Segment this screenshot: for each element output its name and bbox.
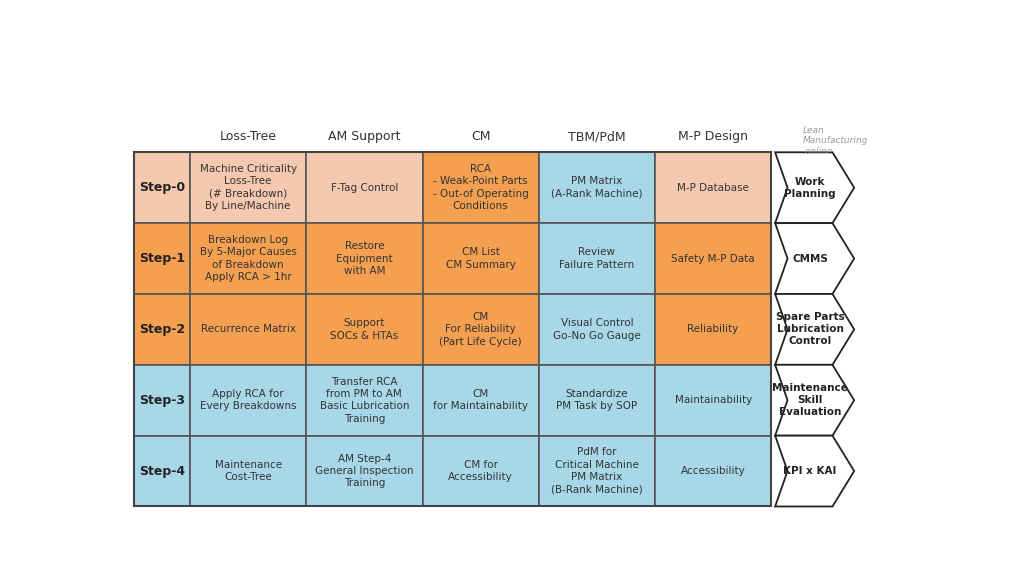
Polygon shape xyxy=(775,223,854,294)
Bar xyxy=(190,294,306,365)
Bar xyxy=(539,294,655,365)
Bar xyxy=(655,435,771,506)
Text: Reliability: Reliability xyxy=(687,324,738,335)
Bar xyxy=(306,365,423,435)
Text: Loss-Tree: Loss-Tree xyxy=(219,130,276,143)
Bar xyxy=(134,294,190,365)
Text: RCA
- Weak-Point Parts
- Out-of Operating
Conditions: RCA - Weak-Point Parts - Out-of Operatin… xyxy=(433,164,528,211)
Bar xyxy=(655,365,771,435)
Bar xyxy=(134,365,190,435)
Text: Step-1: Step-1 xyxy=(139,252,185,265)
Text: Spare Parts
Lubrication
Control: Spare Parts Lubrication Control xyxy=(775,312,845,346)
Bar xyxy=(190,223,306,294)
Bar xyxy=(190,365,306,435)
Text: Accessibility: Accessibility xyxy=(681,466,745,476)
Bar xyxy=(134,152,190,223)
Text: PM Matrix
(A-Rank Machine): PM Matrix (A-Rank Machine) xyxy=(551,176,643,199)
Bar xyxy=(423,365,539,435)
Text: F-Tag Control: F-Tag Control xyxy=(331,183,398,193)
Text: Maintenance
Cost-Tree: Maintenance Cost-Tree xyxy=(215,460,282,482)
Bar xyxy=(655,223,771,294)
Bar xyxy=(539,152,655,223)
Text: Safety M-P Data: Safety M-P Data xyxy=(672,253,755,264)
Bar xyxy=(655,294,771,365)
Bar xyxy=(134,152,771,506)
Text: AM Support: AM Support xyxy=(328,130,400,143)
Text: Step-0: Step-0 xyxy=(139,181,185,194)
Bar xyxy=(190,435,306,506)
Bar xyxy=(539,365,655,435)
Text: CM List
CM Summary: CM List CM Summary xyxy=(445,247,515,270)
Polygon shape xyxy=(775,365,854,435)
Bar xyxy=(423,223,539,294)
Text: Lean
Manufacturing
.online: Lean Manufacturing .online xyxy=(803,126,868,156)
Bar xyxy=(134,223,190,294)
Text: Transfer RCA
from PM to AM
Basic Lubrication
Training: Transfer RCA from PM to AM Basic Lubrica… xyxy=(319,377,410,424)
Text: TBM/PdM: TBM/PdM xyxy=(568,130,626,143)
Text: Recurrence Matrix: Recurrence Matrix xyxy=(201,324,296,335)
Polygon shape xyxy=(775,294,854,365)
Text: Step-3: Step-3 xyxy=(139,394,185,407)
Bar xyxy=(655,152,771,223)
Text: Step-2: Step-2 xyxy=(139,323,185,336)
Polygon shape xyxy=(775,435,854,506)
Text: Restore
Equipment
with AM: Restore Equipment with AM xyxy=(336,241,392,276)
Text: CM
For Reliability
(Part Life Cycle): CM For Reliability (Part Life Cycle) xyxy=(439,312,522,347)
Text: M-P Database: M-P Database xyxy=(677,183,750,193)
Text: Maintainability: Maintainability xyxy=(675,395,752,406)
Text: Maintenance
Skill
Evaluation: Maintenance Skill Evaluation xyxy=(772,383,848,417)
Text: Work
Planning: Work Planning xyxy=(784,177,836,199)
Bar xyxy=(423,435,539,506)
Bar xyxy=(539,435,655,506)
Text: Machine Criticality
Loss-Tree
(# Breakdown)
By Line/Machine: Machine Criticality Loss-Tree (# Breakdo… xyxy=(200,164,297,211)
Text: CM: CM xyxy=(471,130,490,143)
Text: CM for
Accessibility: CM for Accessibility xyxy=(449,460,513,482)
Bar xyxy=(423,294,539,365)
Bar xyxy=(306,223,423,294)
Text: Breakdown Log
By 5-Major Causes
of Breakdown
Apply RCA > 1hr: Breakdown Log By 5-Major Causes of Break… xyxy=(200,235,297,282)
Bar xyxy=(539,223,655,294)
Bar xyxy=(423,152,539,223)
Text: Visual Control
Go-No Go Gauge: Visual Control Go-No Go Gauge xyxy=(553,318,641,340)
Text: CMMS: CMMS xyxy=(792,253,828,264)
Bar xyxy=(306,294,423,365)
Text: Step-4: Step-4 xyxy=(139,465,185,478)
Bar xyxy=(190,152,306,223)
Text: Standardize
PM Task by SOP: Standardize PM Task by SOP xyxy=(556,389,638,411)
Polygon shape xyxy=(775,152,854,223)
Bar xyxy=(306,435,423,506)
Text: AM Step-4
General Inspection
Training: AM Step-4 General Inspection Training xyxy=(315,454,414,488)
Text: CM
for Maintainability: CM for Maintainability xyxy=(433,389,528,411)
Text: Review
Failure Pattern: Review Failure Pattern xyxy=(559,247,635,270)
Text: M-P Design: M-P Design xyxy=(678,130,749,143)
Bar xyxy=(134,435,190,506)
Text: Apply RCA for
Every Breakdowns: Apply RCA for Every Breakdowns xyxy=(200,389,296,411)
Bar xyxy=(306,152,423,223)
Text: Support
SOCs & HTAs: Support SOCs & HTAs xyxy=(331,318,398,340)
Text: PdM for
Critical Machine
PM Matrix
(B-Rank Machine): PdM for Critical Machine PM Matrix (B-Ra… xyxy=(551,448,643,495)
Text: KPI x KAI: KPI x KAI xyxy=(783,466,837,476)
